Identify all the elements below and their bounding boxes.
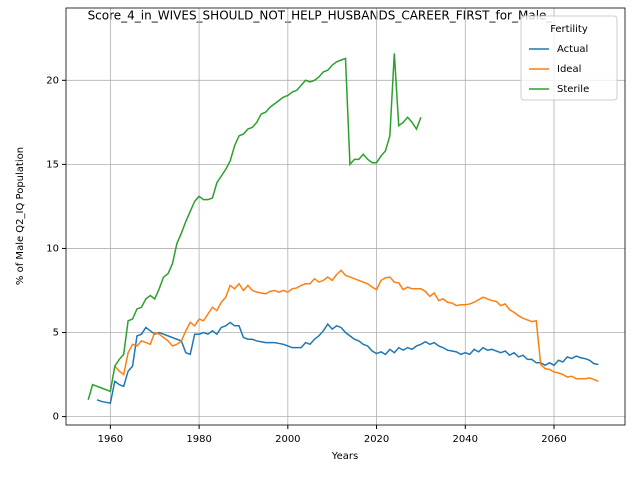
x-tick-label: 2040 xyxy=(453,434,478,445)
chart-title: Score_4_in_WIVES_SHOULD_NOT_HELP_HUSBAND… xyxy=(88,9,554,23)
y-tick-label: 20 xyxy=(46,75,59,86)
x-tick-label: 2060 xyxy=(541,434,566,445)
legend-title: Fertility xyxy=(550,24,588,35)
data-line xyxy=(87,53,422,400)
x-axis-label: Years xyxy=(331,451,358,462)
y-tick-label: 10 xyxy=(46,243,59,254)
x-tick-label: 2000 xyxy=(275,434,300,445)
y-tick-label: 15 xyxy=(46,159,59,170)
legend-label: Ideal xyxy=(557,64,581,75)
x-tick-label: 1960 xyxy=(98,434,123,445)
legend-label: Sterile xyxy=(557,84,589,95)
data-line xyxy=(114,269,599,382)
y-tick-label: 0 xyxy=(53,412,59,423)
plot-frame xyxy=(65,7,626,426)
legend-label: Actual xyxy=(557,44,588,55)
y-axis-label: % of Male Q2_IQ Population xyxy=(15,147,26,285)
legend: Fertility Actual Ideal Sterile xyxy=(520,15,618,101)
y-tick-label: 5 xyxy=(53,328,59,339)
legend-box xyxy=(520,15,618,101)
x-tick-label: 1980 xyxy=(186,434,211,445)
x-tick-label: 2020 xyxy=(364,434,389,445)
